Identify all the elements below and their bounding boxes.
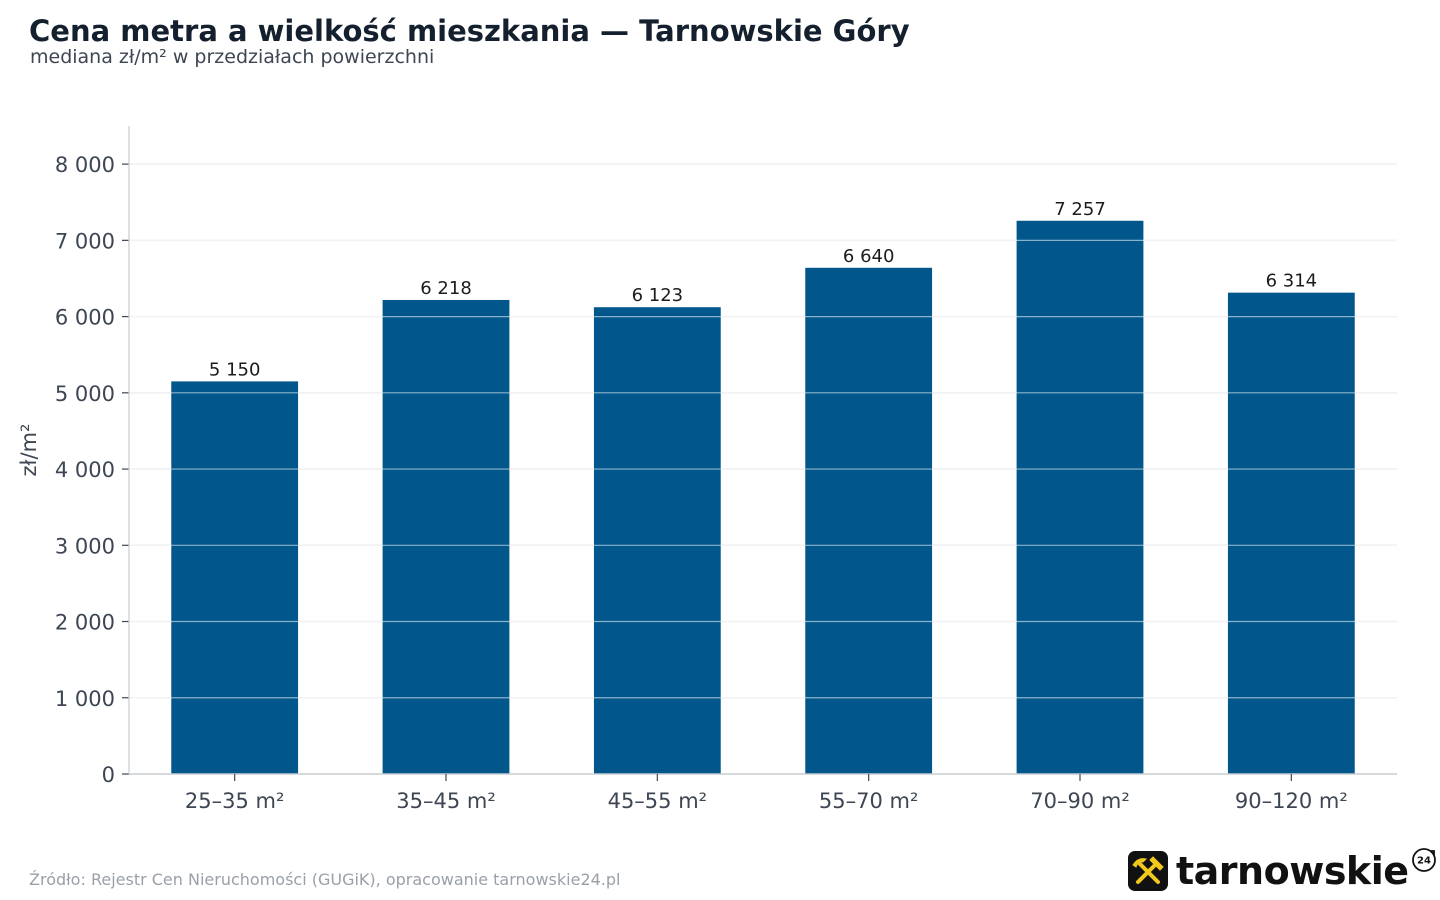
x-tick-label: 45–55 m² — [608, 789, 708, 813]
chart-subtitle: mediana zł/m² w przedziałach powierzchni — [30, 46, 435, 68]
y-tick-label: 5 000 — [55, 382, 115, 406]
chart-title: Cena metra a wielkość mieszkania — Tarno… — [29, 14, 910, 48]
bar — [171, 381, 299, 774]
y-tick-label: 3 000 — [55, 534, 115, 558]
badge-24-icon: 24 — [1411, 848, 1436, 872]
x-tick-label: 55–70 m² — [819, 789, 919, 813]
hammer-pick-icon — [1128, 851, 1168, 891]
y-tick-label: 2 000 — [55, 611, 115, 635]
y-tick-label: 7 000 — [55, 229, 115, 253]
x-tick-label: 25–35 m² — [185, 789, 285, 813]
bar-value-label: 7 257 — [1054, 199, 1106, 220]
y-tick-label: 1 000 — [55, 687, 115, 711]
x-tick-label: 70–90 m² — [1030, 789, 1130, 813]
bar-value-label: 6 123 — [632, 285, 684, 306]
value-labels: 5 150 6 218 6 123 6 640 7 257 6 314 — [209, 199, 1317, 381]
brand-name: tarnowskie — [1176, 849, 1409, 893]
bar-value-label: 6 218 — [420, 278, 472, 299]
bar-value-label: 6 314 — [1266, 271, 1318, 292]
badge-number: 24 — [1417, 856, 1431, 867]
brand-logo[interactable]: tarnowskie 24 — [1128, 846, 1437, 896]
bars — [171, 220, 1355, 774]
bar — [805, 267, 933, 774]
gridlines-overlay — [129, 163, 1397, 699]
bar — [382, 299, 510, 774]
x-tick-label: 35–45 m² — [396, 789, 496, 813]
y-axis-label: zł/m² — [17, 424, 41, 477]
bar — [1016, 220, 1144, 774]
y-tick-label: 0 — [102, 763, 115, 787]
axes: 0 1 000 2 000 3 000 4 000 5 000 6 000 7 000 8 00… — [17, 126, 1397, 813]
x-tick-label: 90–120 m² — [1235, 789, 1348, 813]
y-tick-label: 6 000 — [55, 306, 115, 330]
bar — [593, 307, 721, 774]
bar — [1227, 292, 1355, 774]
bar-value-label: 5 150 — [209, 359, 261, 380]
y-tick-label: 8 000 — [55, 153, 115, 177]
source-note: Źródło: Rejestr Cen Nieruchomości (GUGiK… — [29, 870, 621, 889]
bar-value-label: 6 640 — [843, 246, 895, 267]
gridlines — [129, 163, 1397, 699]
y-tick-label: 4 000 — [55, 458, 115, 482]
